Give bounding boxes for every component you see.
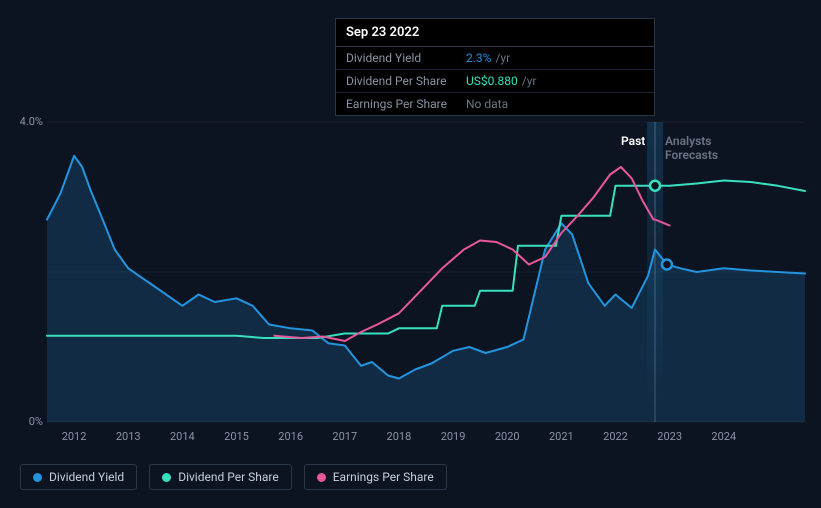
chart-svg: [47, 122, 805, 422]
y-axis-tick: 4.0%: [20, 115, 43, 128]
tooltip-row: Dividend Yield2.3% /yr: [336, 47, 654, 70]
tooltip-row-label: Earnings Per Share: [346, 97, 466, 111]
legend-item-dividend_yield[interactable]: Dividend Yield: [20, 464, 137, 490]
tooltip-row: Earnings Per ShareNo data: [336, 93, 654, 115]
x-axis-tick: 2016: [278, 430, 303, 443]
chart-tooltip: Sep 23 2022 Dividend Yield2.3%/yrDividen…: [335, 18, 655, 116]
tooltip-row-label: Dividend Per Share: [346, 74, 466, 88]
x-axis-tick: 2013: [116, 430, 141, 443]
tooltip-row-value: US$0.880: [466, 74, 518, 88]
tooltip-row-value: No data: [466, 97, 508, 111]
tooltip-row-unit: /yr: [522, 74, 537, 88]
tooltip-row-value: 2.3%: [466, 51, 491, 65]
tooltip-rows: Dividend Yield2.3%/yrDividend Per ShareU…: [336, 47, 654, 115]
x-axis-tick: 2022: [603, 430, 628, 443]
tooltip-row-label: Dividend Yield: [346, 51, 466, 65]
chart-legend: Dividend Yield Dividend Per Share Earnings…: [20, 464, 447, 490]
legend-item-earnings_per_share[interactable]: Earnings Per Share: [304, 464, 447, 490]
x-axis-tick: 2019: [441, 430, 466, 443]
legend-item-dividend_per_share[interactable]: Dividend Per Share: [149, 464, 292, 490]
x-axis-tick: 2024: [711, 430, 736, 443]
tooltip-date: Sep 23 2022: [336, 19, 654, 47]
legend-label: Dividend Yield: [49, 470, 124, 484]
legend-dot: [162, 473, 171, 482]
legend-dot: [33, 473, 42, 482]
x-axis-tick: 2017: [332, 430, 357, 443]
x-axis-tick: 2015: [224, 430, 249, 443]
dividend-chart: 0%4.0% PastAnalysts Forecasts 2012201320…: [0, 100, 821, 460]
x-axis-tick: 2020: [495, 430, 520, 443]
plot-area[interactable]: [47, 122, 805, 422]
x-axis-tick: 2023: [657, 430, 682, 443]
legend-dot: [317, 473, 326, 482]
y-axis-tick: 0%: [29, 415, 43, 428]
x-axis-tick: 2014: [170, 430, 195, 443]
x-axis-tick: 2021: [549, 430, 574, 443]
tooltip-row-unit: /yr: [495, 51, 510, 65]
tooltip-row: Dividend Per ShareUS$0.880/yr: [336, 70, 654, 93]
x-axis-tick: 2018: [387, 430, 412, 443]
x-axis-labels: 2012 2013 2014 2015 2016 2017 2018 2019 2020 2021…: [47, 430, 805, 450]
legend-label: Earnings Per Share: [333, 470, 434, 484]
x-axis-tick: 2012: [62, 430, 87, 443]
legend-label: Dividend Per Share: [178, 470, 279, 484]
